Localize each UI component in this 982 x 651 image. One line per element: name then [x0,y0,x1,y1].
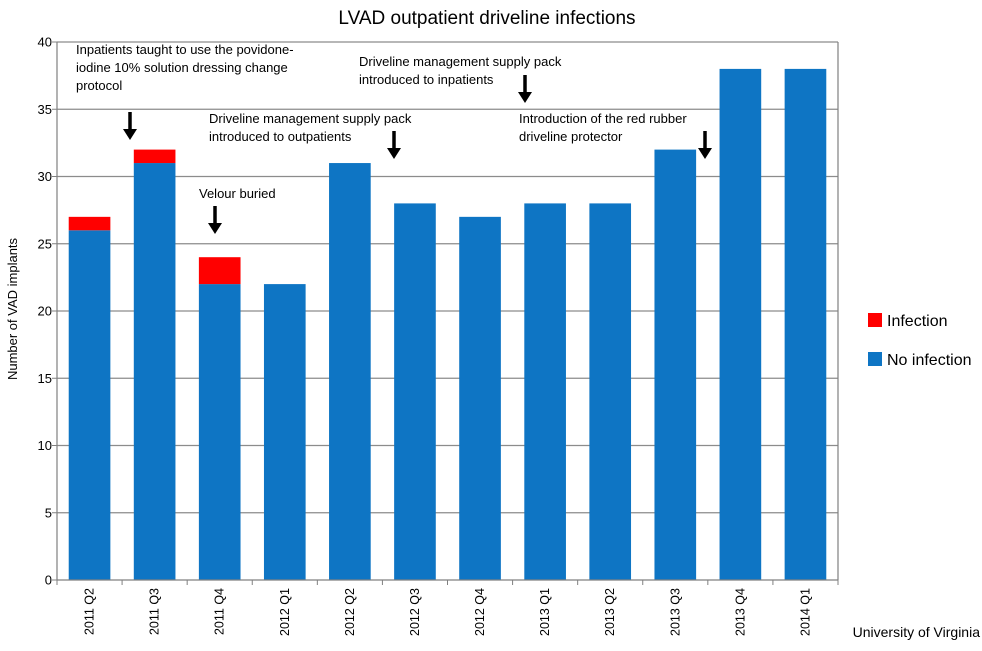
x-tick-label: 2011 Q2 [83,588,97,635]
y-tick-label: 40 [38,35,52,50]
bar-no-infection [68,230,111,581]
x-tick-label: 2011 Q4 [213,588,227,635]
bar-no-infection [133,163,176,581]
bar-no-infection [459,216,501,580]
bar-no-infection [589,203,632,580]
y-tick-label: 25 [38,236,52,251]
credit-text: University of Virginia [853,624,981,640]
x-tick-label: 2013 Q2 [603,588,617,636]
annotation-arrow-head [387,148,401,159]
y-tick-label: 35 [38,102,52,117]
bar-no-infection [784,68,827,581]
annotation-arrow-head [208,223,222,234]
annotation-arrow-head [698,148,712,159]
x-tick-label: 2012 Q2 [343,588,357,636]
legend-swatch-infection [868,313,882,327]
y-tick-label: 15 [38,371,52,386]
annotation-text: protocol [76,78,122,93]
bars [68,68,827,581]
annotations: Inpatients taught to use the povidone-io… [76,42,712,234]
x-tick-label: 2014 Q1 [798,588,812,636]
annotation-text: Inpatients taught to use the povidone- [76,42,294,57]
bar-no-infection [198,284,241,580]
axes [52,41,839,585]
gridlines [57,41,838,514]
x-tick-label: 2012 Q1 [278,588,292,636]
y-tick-labels: 0 5 10 15 20 25 30 35 40 [38,35,52,588]
y-tick-label: 10 [38,438,52,453]
chart-title: LVAD outpatient driveline infections [338,8,635,29]
x-tick-label: 2013 Q1 [538,588,552,636]
annotation-text: Driveline management supply pack [209,111,412,126]
y-axis-label: Number of VAD implants [5,237,20,380]
annotation-text: driveline protector [519,129,623,144]
x-tick-label: 2012 Q3 [408,588,422,636]
x-tick-label: 2013 Q3 [668,588,682,636]
legend-swatch-no-infection [868,352,882,366]
y-tick-label: 5 [45,505,52,520]
bar-no-infection [654,149,697,580]
bar-no-infection [329,163,371,581]
y-tick-label: 0 [45,573,52,588]
annotation-text: Driveline management supply pack [359,54,562,69]
legend-label: No infection [887,352,972,369]
legend: Infection No infection [868,313,972,369]
bar-no-infection [263,284,306,580]
x-tick-label: 2012 Q4 [473,588,487,636]
annotation-text: introduced to inpatients [359,72,494,87]
annotation-arrow-head [123,129,137,140]
x-tick-label: 2011 Q3 [148,588,162,635]
annotation-text: iodine 10% solution dressing change [76,60,288,75]
bar-no-infection [524,203,566,580]
annotation-arrow-head [518,92,532,103]
annotation-text: Velour buried [199,186,276,201]
bar-no-infection [719,68,762,581]
y-tick-label: 30 [38,169,52,184]
annotation-text: introduced to outpatients [209,129,352,144]
legend-label: Infection [887,313,947,330]
bar-no-infection [394,203,436,580]
bar-infection [198,257,241,285]
annotation-text: Introduction of the red rubber [519,111,687,126]
x-tick-label: 2013 Q4 [733,588,747,636]
y-tick-label: 20 [38,304,52,319]
bar-infection [133,149,176,164]
bar-infection [68,216,111,231]
x-tick-labels: 2011 Q2 2011 Q3 2011 Q4 2012 Q1 2012 Q2 2012 … [83,588,813,636]
